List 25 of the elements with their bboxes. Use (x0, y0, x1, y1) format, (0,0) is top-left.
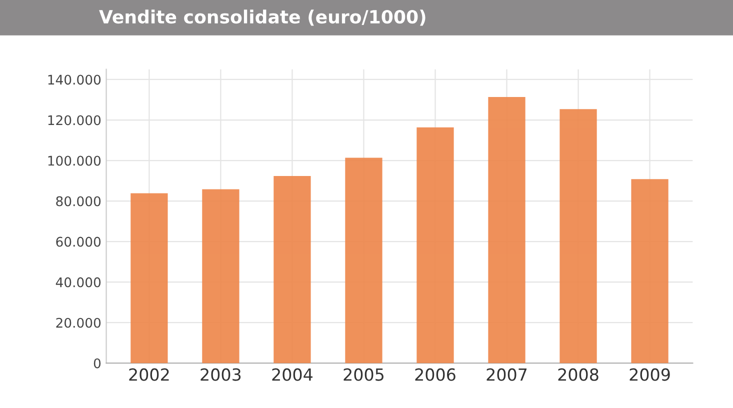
bar (130, 193, 168, 364)
y-tick-label: 120.000 (48, 115, 101, 126)
x-tick-label: 2002 (129, 368, 169, 381)
bar (631, 179, 668, 364)
x-tick-label: 2006 (415, 368, 456, 381)
x-tick-label: 2009 (630, 368, 670, 381)
y-tick-label: 0 (94, 358, 101, 368)
y-tick-label: 20.000 (56, 318, 101, 328)
bar (560, 109, 597, 364)
x-tick-label: 2005 (344, 368, 384, 381)
chart-title: Vendite consolidate (euro/1000) (99, 10, 426, 26)
y-tick-label: 80.000 (56, 196, 101, 206)
x-tick-label: 2003 (200, 368, 241, 381)
bar (416, 127, 454, 364)
bar (488, 97, 526, 364)
bar (345, 158, 382, 364)
x-tick-label: 2007 (486, 368, 527, 381)
y-tick-label: 140.000 (48, 74, 101, 85)
y-tick-label: 60.000 (56, 236, 101, 247)
bar (202, 189, 240, 364)
bar (274, 176, 311, 364)
x-tick-label: 2004 (272, 368, 312, 381)
y-tick-label: 100.000 (48, 156, 101, 166)
y-tick-label: 40.000 (56, 277, 101, 288)
x-tick-label: 2008 (558, 368, 598, 381)
